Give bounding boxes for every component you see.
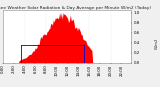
- Text: W/m2: W/m2: [155, 38, 159, 49]
- Title: Milwaukee Weather Solar Radiation & Day Average per Minute W/m2 (Today): Milwaukee Weather Solar Radiation & Day …: [0, 6, 151, 10]
